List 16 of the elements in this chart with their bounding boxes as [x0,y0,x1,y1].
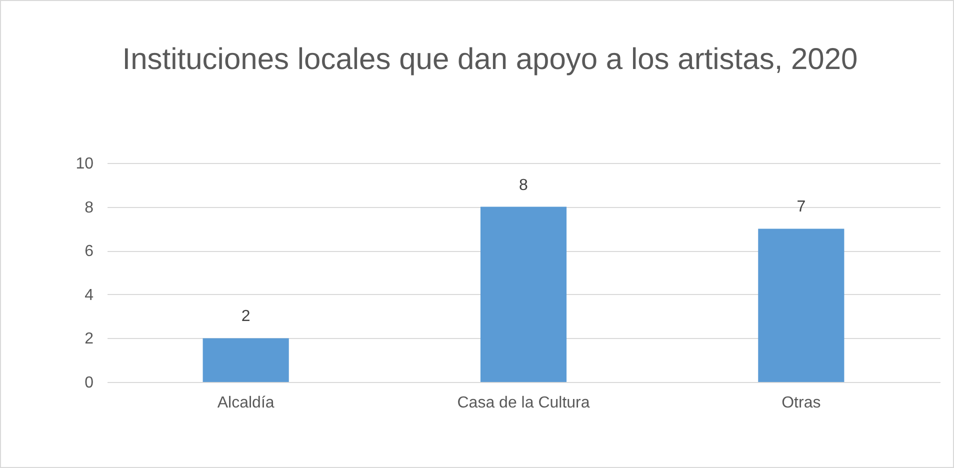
data-label: 2 [241,308,250,326]
y-tick-label: 2 [84,330,94,348]
bar [758,228,844,382]
x-tick-label: Otras [782,394,821,412]
bar [480,206,567,382]
bar [202,338,289,382]
y-tick-label: 0 [84,374,94,392]
y-tick-label: 10 [76,156,94,172]
data-label: 7 [796,198,806,216]
y-tick-label: 6 [84,243,94,260]
y-tick-label: 8 [84,199,94,216]
data-label: 8 [519,176,528,194]
x-tick-label: Casa de la Cultura [457,394,590,412]
x-tick-label: Alcaldía [217,394,274,412]
chart-title: Instituciones locales que dan apoyo a los artistas, 2020 [121,42,859,78]
y-tick-label: 4 [84,286,94,304]
